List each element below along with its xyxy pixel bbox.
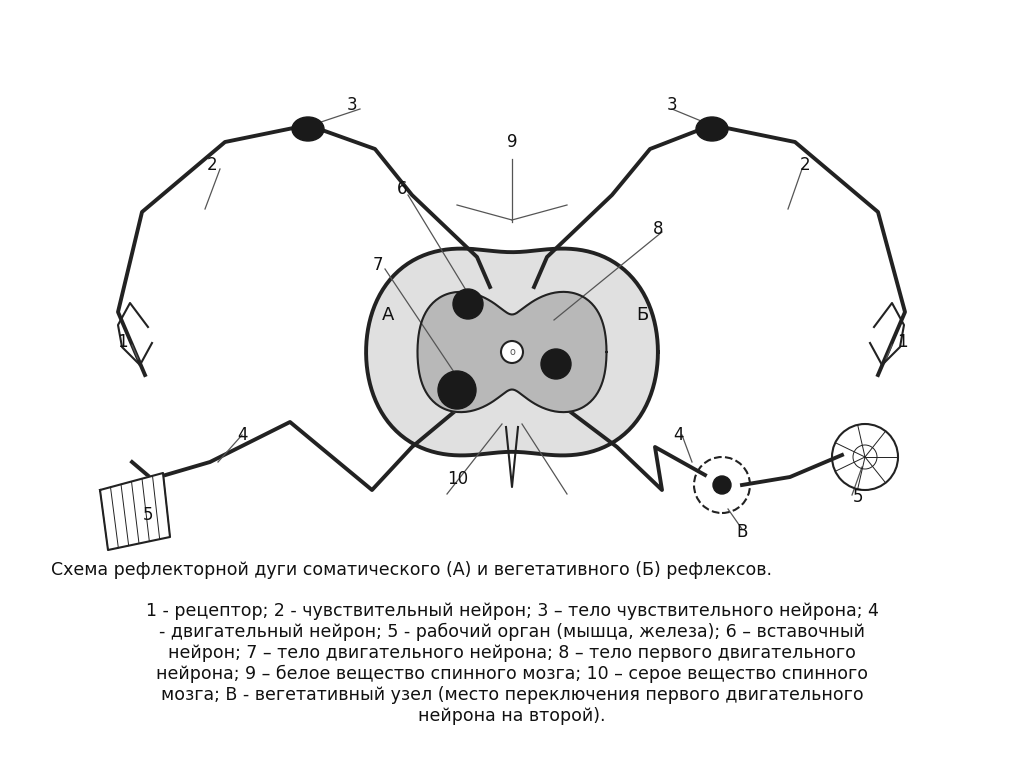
Text: 5: 5 bbox=[142, 506, 154, 524]
Polygon shape bbox=[100, 473, 170, 550]
Text: 1 - рецептор; 2 - чувствительный нейрон; 3 – тело чувствительного нейрона; 4
- д: 1 - рецептор; 2 - чувствительный нейрон;… bbox=[145, 602, 879, 725]
Text: o: o bbox=[509, 347, 515, 357]
Text: 10: 10 bbox=[447, 470, 469, 488]
Circle shape bbox=[713, 476, 731, 494]
Circle shape bbox=[501, 341, 523, 363]
Circle shape bbox=[453, 289, 483, 319]
Polygon shape bbox=[367, 249, 658, 456]
Text: В: В bbox=[736, 523, 748, 541]
Text: 6: 6 bbox=[396, 180, 408, 198]
Text: 2: 2 bbox=[207, 156, 217, 174]
Text: 1: 1 bbox=[897, 333, 907, 351]
Text: 3: 3 bbox=[667, 96, 677, 114]
Ellipse shape bbox=[696, 117, 728, 141]
Text: А: А bbox=[382, 306, 394, 324]
Text: 2: 2 bbox=[800, 156, 810, 174]
Text: 4: 4 bbox=[673, 426, 683, 444]
Text: 4: 4 bbox=[237, 426, 247, 444]
Text: 9: 9 bbox=[507, 133, 517, 151]
Text: 7: 7 bbox=[373, 256, 383, 274]
Text: 8: 8 bbox=[652, 220, 664, 238]
Text: 5: 5 bbox=[853, 488, 863, 506]
Text: 3: 3 bbox=[347, 96, 357, 114]
Ellipse shape bbox=[292, 117, 324, 141]
Polygon shape bbox=[418, 292, 606, 412]
Text: Схема рефлекторной дуги соматического (А) и вегетативного (Б) рефлексов.: Схема рефлекторной дуги соматического (А… bbox=[51, 561, 772, 579]
Text: 1: 1 bbox=[117, 333, 127, 351]
Circle shape bbox=[541, 349, 571, 379]
Text: Б: Б bbox=[636, 306, 648, 324]
Circle shape bbox=[438, 371, 476, 409]
